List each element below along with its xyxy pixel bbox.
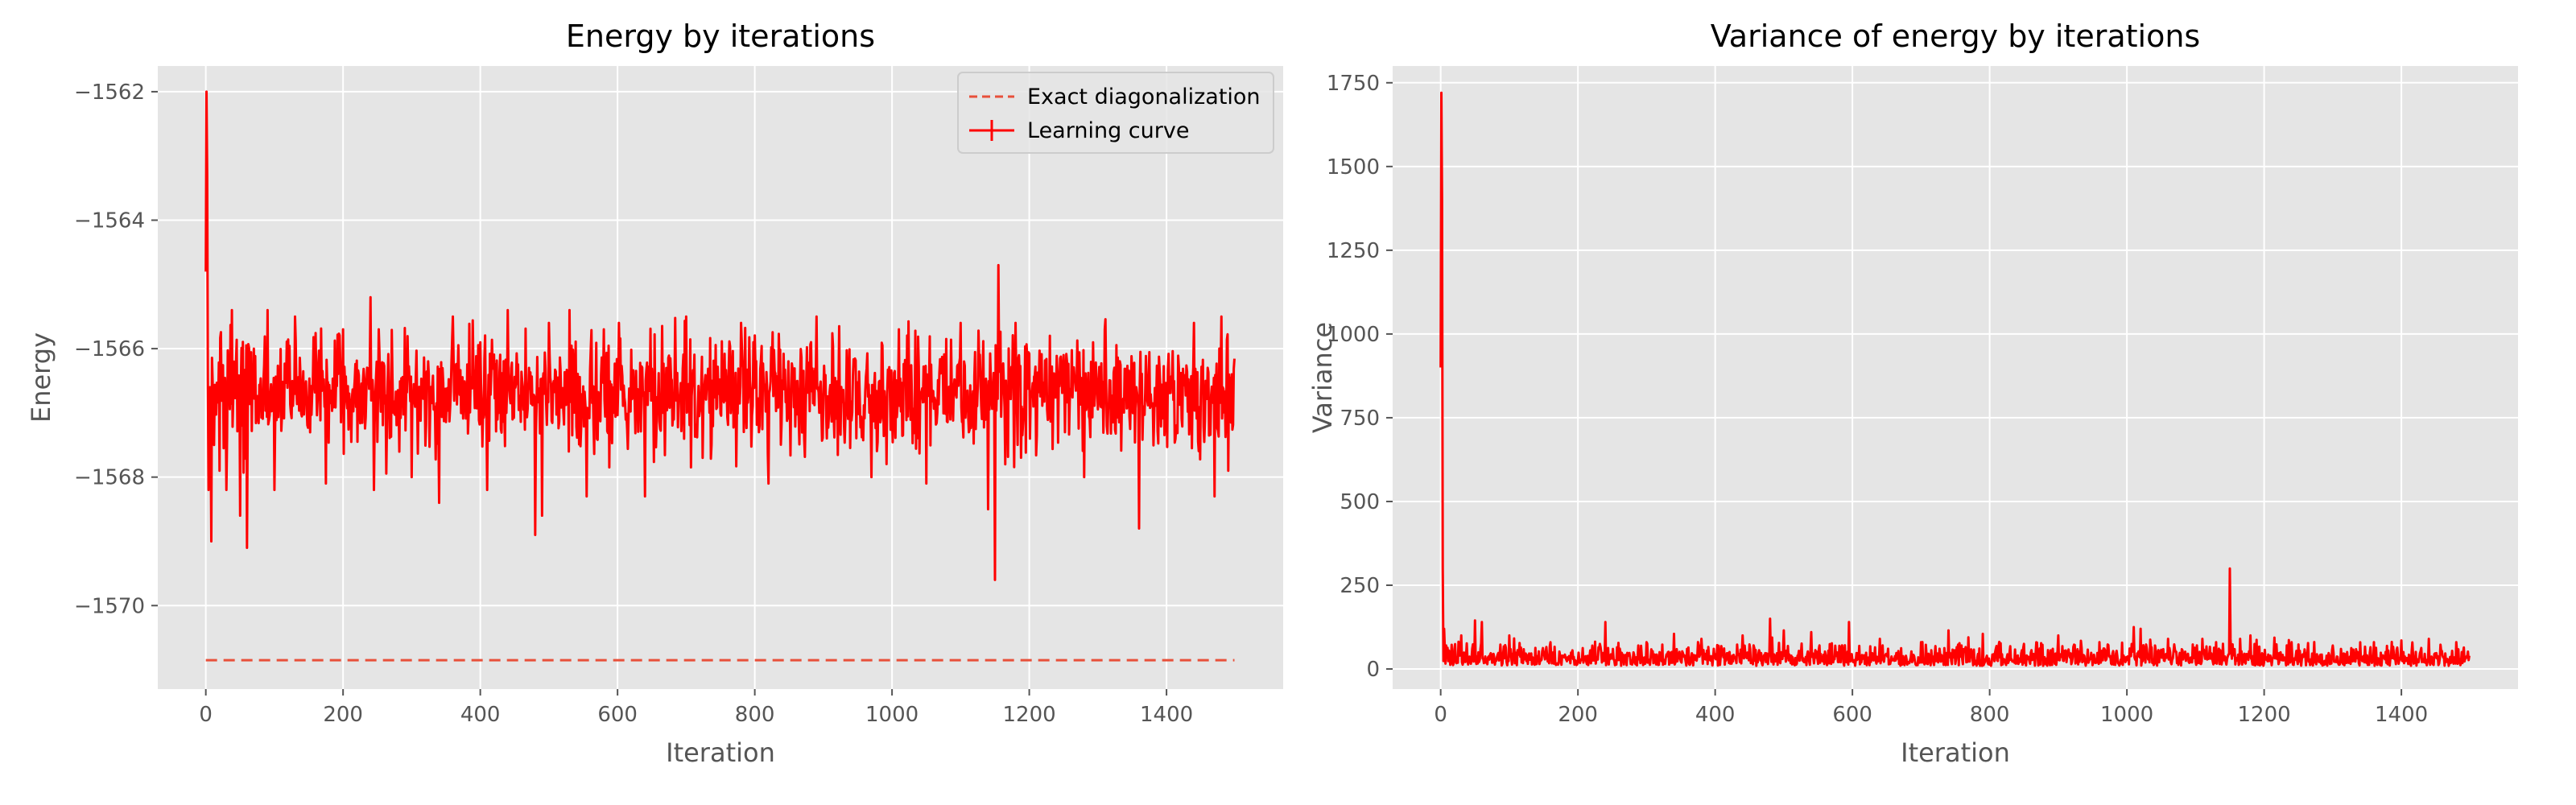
energy-y-tick-label-3: −1564 — [74, 209, 145, 233]
energy-legend: Exact diagonalization Learning curve — [957, 72, 1274, 154]
energy-x-tick-label-2: 400 — [460, 703, 501, 727]
energy-y-tick-label-1: −1568 — [74, 466, 145, 490]
energy-y-axis-label: Energy — [26, 332, 56, 423]
variance-y-axis-label: Variance — [1307, 322, 1338, 433]
variance-x-tick-label-6: 1200 — [2238, 703, 2291, 727]
energy-legend-label-0: Exact diagonalization — [1027, 85, 1261, 109]
energy-x-tick-label-3: 600 — [597, 703, 638, 727]
variance-y-tick-label-7: 1750 — [1327, 72, 1380, 96]
variance-x-axis-label: Iteration — [1901, 737, 2010, 768]
variance-chart-title: Variance of energy by iterations — [1711, 19, 2200, 54]
variance-y-tick-label-6: 1500 — [1327, 155, 1380, 180]
energy-x-tick-label-7: 1400 — [1140, 703, 1193, 727]
variance-x-tick-label-1: 200 — [1558, 703, 1598, 727]
energy-chart-title: Energy by iterations — [566, 19, 875, 54]
variance-series-group — [1439, 91, 2471, 667]
energy-x-axis-label: Iteration — [666, 737, 775, 768]
energy-x-tick-label-5: 1000 — [865, 703, 919, 727]
variance-x-tick-label-2: 400 — [1695, 703, 1736, 727]
variance-series-learning-curve-line — [1439, 91, 2471, 667]
variance-y-tick-label-3: 750 — [1340, 407, 1380, 431]
energy-x-tick-label-4: 800 — [735, 703, 775, 727]
variance-plot-area — [1393, 66, 2518, 689]
variance-y-tick-label-0: 0 — [1366, 658, 1380, 682]
energy-series-learning-curve-line — [204, 90, 1236, 581]
variance-x-tick-label-3: 600 — [1832, 703, 1872, 727]
variance-x-tick-label-7: 1400 — [2375, 703, 2428, 727]
variance-x-tick-label-4: 800 — [1970, 703, 2010, 727]
variance-gridlines — [1393, 66, 2518, 689]
energy-x-tick-label-0: 0 — [199, 703, 213, 727]
energy-y-tick-label-4: −1562 — [74, 80, 145, 105]
energy-x-tick-label-6: 1200 — [1003, 703, 1056, 727]
variance-x-tick-label-5: 1000 — [2100, 703, 2153, 727]
variance-x-tick-label-0: 0 — [1434, 703, 1447, 727]
variance-y-tick-label-5: 1250 — [1327, 239, 1380, 263]
variance-y-tick-label-1: 250 — [1340, 574, 1380, 598]
variance-y-tick-label-4: 1000 — [1327, 323, 1380, 347]
energy-y-tick-label-2: −1566 — [74, 337, 145, 361]
energy-legend-box — [957, 72, 1274, 154]
energy-x-tick-label-1: 200 — [323, 703, 363, 727]
energy-legend-label-1: Learning curve — [1027, 118, 1189, 143]
energy-chart: 0 200 400 600 800 1000 1200 1400 −1570 −1568 −1566… — [26, 19, 1283, 768]
energy-y-tick-label-0: −1570 — [74, 594, 145, 618]
energy-series-group — [204, 90, 1236, 662]
variance-chart: 0 200 400 600 800 1000 1200 1400 0 250 500 750 1000 1… — [1307, 19, 2518, 768]
variance-y-tick-label-2: 500 — [1340, 490, 1380, 514]
